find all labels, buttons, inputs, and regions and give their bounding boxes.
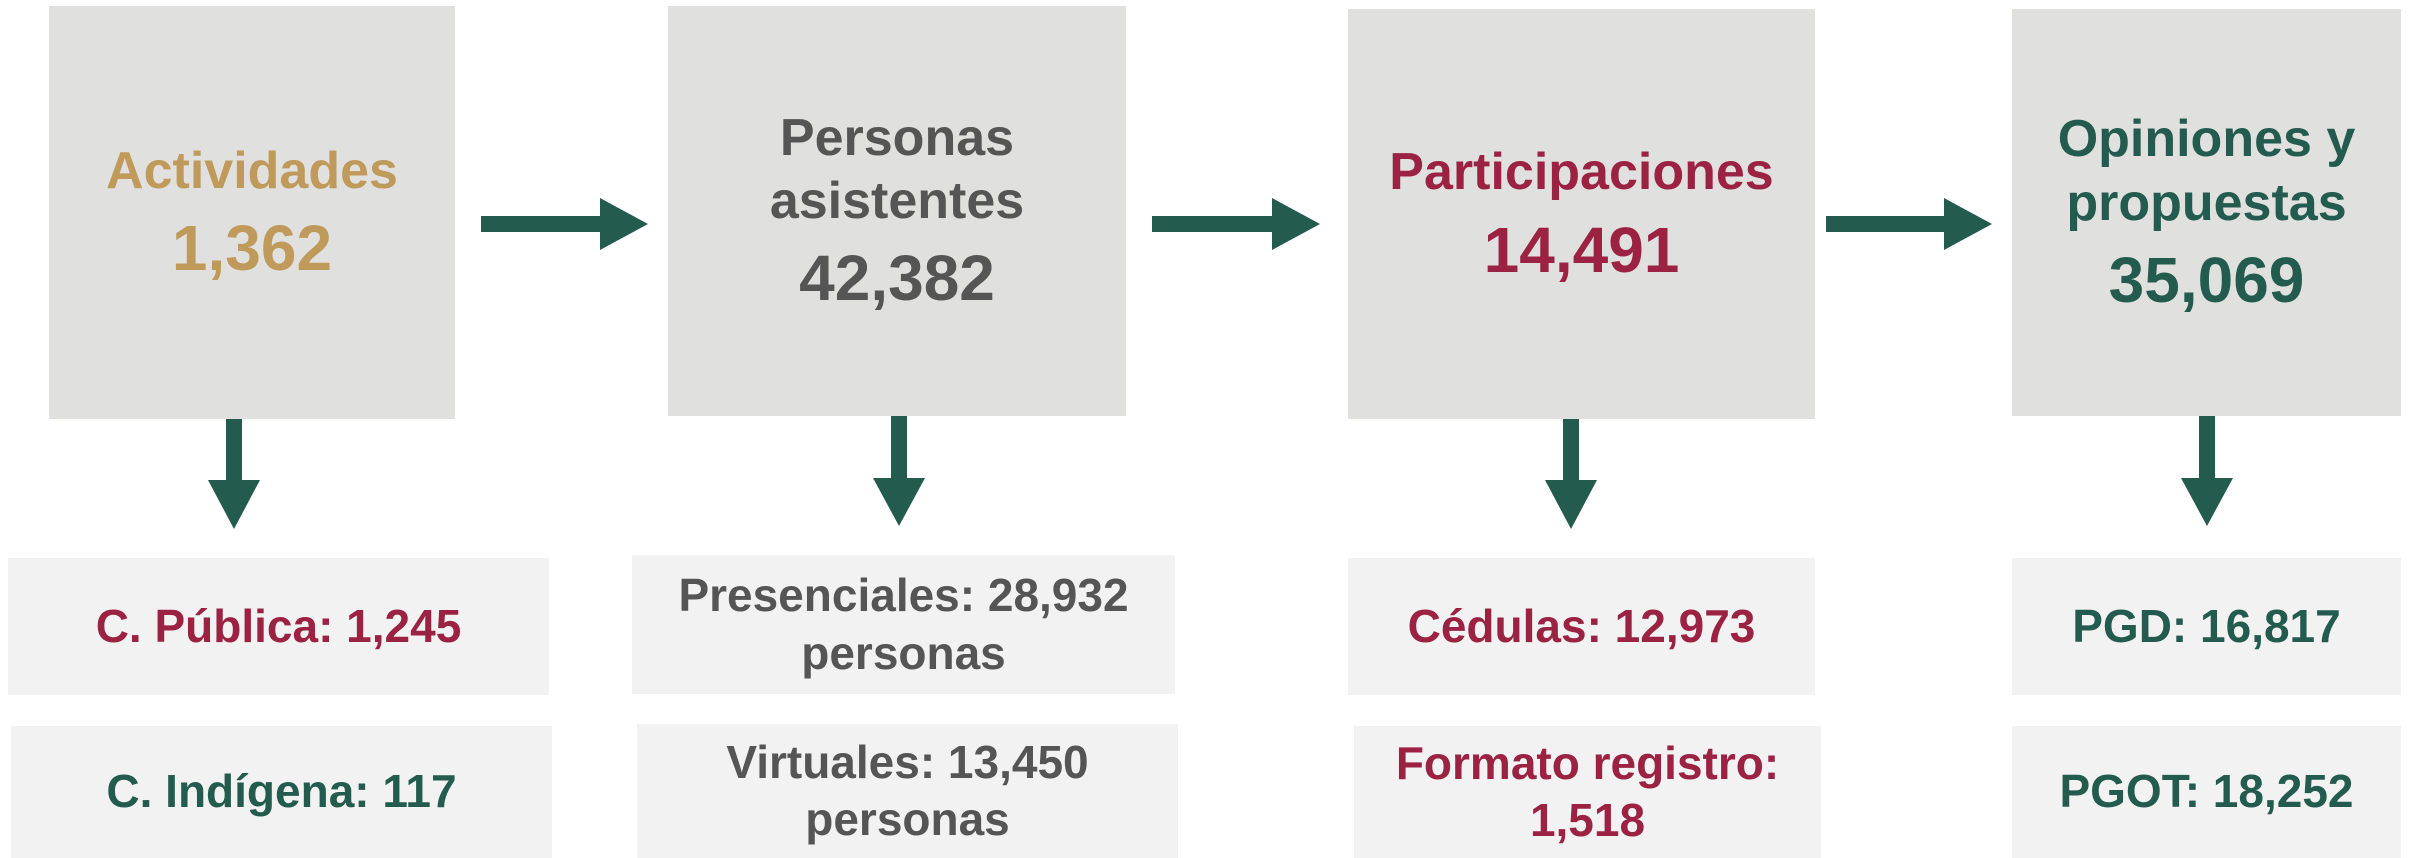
box-title: Opiniones y propuestas xyxy=(2057,110,2356,232)
box-title: Actividades xyxy=(106,141,398,200)
box-value: 1,362 xyxy=(171,212,333,285)
detail-text: Cédulas: 12,973 xyxy=(1407,599,1756,652)
detail-box: PGD: 16,817 xyxy=(2012,558,2401,695)
arrow-right xyxy=(481,198,648,250)
detail-text: PGOT: 18,252 xyxy=(2059,765,2354,818)
detail-box: Virtuales: 13,450 personas xyxy=(637,724,1178,858)
detail-box: PGOT: 18,252 xyxy=(2012,726,2401,858)
detail-box: Cédulas: 12,973 xyxy=(1348,558,1815,695)
detail-box: C. Indígena: 117 xyxy=(11,726,552,858)
detail-text: C. Pública: 1,245 xyxy=(95,599,462,652)
arrow-group xyxy=(208,198,2233,529)
detail-box: Formato registro: 1,518 xyxy=(1354,726,1821,858)
box-value: 35,069 xyxy=(2108,243,2305,316)
summary-box: Actividades 1,362 xyxy=(49,6,455,419)
arrow-down xyxy=(873,416,925,526)
arrow-down xyxy=(208,419,260,529)
arrow-right xyxy=(1152,198,1320,250)
detail-text: C. Indígena: 117 xyxy=(106,765,457,818)
arrow-down xyxy=(2181,416,2233,526)
detail-text: Presenciales: 28,932 personas xyxy=(678,569,1129,679)
detail-text: Formato registro: 1,518 xyxy=(1395,736,1780,847)
box-title: Personas asistentes xyxy=(769,108,1025,230)
detail-text: Virtuales: 13,450 personas xyxy=(726,735,1089,846)
summary-box: Personas asistentes 42,382 xyxy=(668,6,1126,416)
box-value: 14,491 xyxy=(1483,213,1680,286)
detail-box: Presenciales: 28,932 personas xyxy=(632,555,1175,694)
arrow-down xyxy=(1545,419,1597,529)
detail-text: PGD: 16,817 xyxy=(2072,599,2341,652)
box-title: Participaciones xyxy=(1389,143,1774,202)
summary-box: Participaciones 14,491 xyxy=(1348,9,1815,419)
box-value: 42,382 xyxy=(799,242,995,315)
arrow-right xyxy=(1826,198,1992,250)
detail-box: C. Pública: 1,245 xyxy=(8,558,549,695)
summary-box: Opiniones y propuestas 35,069 xyxy=(2012,9,2401,416)
